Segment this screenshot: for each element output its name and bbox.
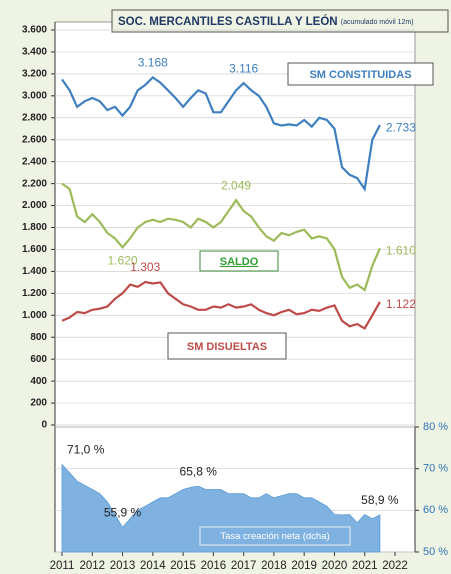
data-label: 65,8 % — [180, 464, 218, 478]
data-label: 1.303 — [130, 260, 160, 274]
legend-label: Tasa creación neta (dcha) — [220, 531, 329, 542]
x-tick-label: 2017 — [231, 560, 257, 572]
y-tick-label: 1.200 — [22, 288, 47, 299]
y-tick-label: 1.000 — [22, 310, 47, 321]
data-label: 2.733 — [386, 120, 416, 134]
y2-tick-label: 80 % — [423, 421, 448, 433]
data-label: 1.122 — [386, 297, 416, 311]
x-tick-label: 2016 — [201, 560, 227, 572]
series-line — [61, 280, 381, 330]
y-tick-label: 2.400 — [22, 156, 47, 167]
legend-box — [167, 332, 287, 360]
y-tick-label: 800 — [30, 332, 47, 343]
y2-tick-label: 50 % — [423, 546, 448, 558]
marks: 0 200 400 600 800 1.000 1.200 1.400 1.600 1.800 2.… — [22, 22, 448, 572]
chart-title: SOC. MERCANTILES CASTILLA Y LEÓN (acumul… — [118, 15, 414, 28]
plot-area — [54, 21, 416, 553]
legend-box — [199, 526, 351, 546]
y2-tick-label: 70 % — [423, 463, 448, 475]
x-tick-label: 2013 — [110, 560, 136, 572]
legend-label: SM CONSTITUIDAS — [309, 69, 411, 81]
x-tick-label: 2015 — [170, 560, 196, 572]
data-label: 71,0 % — [67, 443, 105, 457]
y-tick-label: 0 — [41, 420, 47, 431]
data-label: 2.049 — [221, 178, 251, 192]
x-tick-label: 2019 — [291, 560, 317, 572]
data-label: 3.116 — [229, 61, 258, 75]
y-tick-label: 200 — [30, 398, 47, 409]
y-tick-label: 400 — [30, 376, 47, 387]
x-tick-label: 2021 — [352, 560, 378, 572]
x-tick-label: 2011 — [50, 560, 75, 572]
x-tick-label: 2012 — [79, 560, 105, 572]
x-tick-label: 2018 — [261, 560, 287, 572]
y2-tick-label: 60 % — [423, 504, 448, 516]
title-box — [111, 9, 449, 33]
data-label: 3.168 — [138, 56, 168, 70]
y-tick-label: 1.400 — [22, 266, 47, 277]
data-label: 1.610 — [386, 244, 416, 258]
series-line — [61, 75, 381, 193]
y-tick-label: 3.400 — [22, 47, 47, 58]
y-tick-label: 1.800 — [22, 222, 47, 233]
subtitle: (acumulado móvil 12m) — [341, 19, 414, 26]
y-tick-label: 2.600 — [22, 134, 47, 145]
data-label: 1.620 — [108, 253, 138, 267]
y-tick-label: 3.200 — [22, 69, 47, 80]
y-tick-label: 3.600 — [22, 25, 47, 36]
y-tick-label: 2.000 — [22, 200, 47, 211]
data-label: 55,9 % — [104, 506, 142, 520]
legend-label: SM DISUELTAS — [187, 341, 267, 353]
series-line — [61, 182, 381, 292]
data-label: 58,9 % — [361, 493, 399, 507]
x-tick-label: 2014 — [140, 560, 166, 572]
legend-box — [199, 250, 279, 272]
y-tick-label: 600 — [30, 354, 47, 365]
y-tick-label: 1.600 — [22, 244, 47, 255]
legend-box — [287, 62, 434, 86]
y-tick-label: 3.000 — [22, 90, 47, 101]
x-tick-label: 2020 — [322, 560, 348, 572]
legend-label: SALDO — [220, 256, 259, 268]
y-tick-label: 2.200 — [22, 178, 47, 189]
x-tick-label: 2022 — [382, 560, 408, 572]
y-tick-label: 2.800 — [22, 112, 47, 123]
title-text: SOC. MERCANTILES CASTILLA Y LEÓN — [118, 15, 338, 28]
